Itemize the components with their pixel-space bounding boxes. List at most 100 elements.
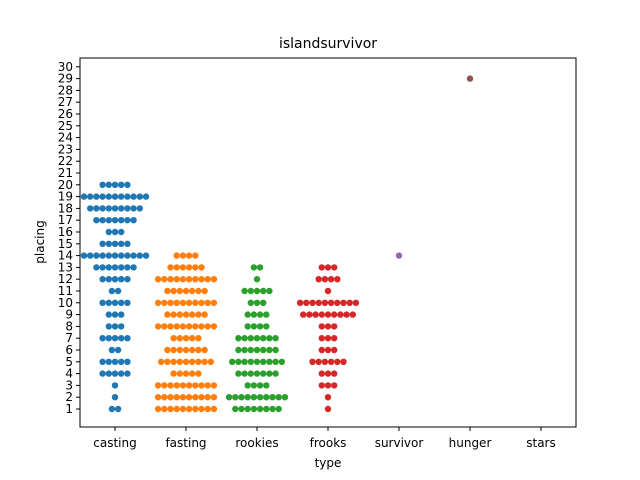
data-point-rookies-9	[263, 311, 270, 318]
data-point-fasting-2	[161, 394, 168, 401]
y-tick-label-7: 7	[65, 331, 73, 345]
data-point-fasting-2	[192, 394, 199, 401]
data-point-rookies-2	[238, 394, 245, 401]
data-point-frooks-6	[331, 346, 338, 354]
data-point-fasting-11	[195, 287, 202, 295]
data-point-casting-12	[124, 276, 131, 283]
data-point-fasting-8	[167, 323, 174, 330]
data-point-rookies-5	[266, 358, 273, 365]
y-tick-label-3: 3	[65, 378, 73, 392]
data-point-fasting-13	[185, 264, 193, 271]
data-point-casting-5	[99, 358, 106, 365]
y-tick-label-21: 21	[58, 166, 73, 180]
data-point-rookies-5	[260, 358, 267, 365]
y-axis-title: placing	[33, 220, 47, 263]
data-point-frooks-12	[334, 276, 341, 283]
data-point-frooks-9	[306, 311, 313, 318]
data-point-casting-17	[99, 217, 106, 224]
data-point-fasting-12	[173, 276, 180, 283]
data-point-fasting-3	[204, 382, 211, 389]
x-axis-title: type	[315, 456, 342, 470]
data-point-fasting-12	[198, 276, 205, 283]
data-point-rookies-3	[263, 382, 270, 389]
data-point-casting-14	[87, 252, 94, 259]
data-point-casting-16	[111, 228, 119, 236]
data-point-fasting-1	[192, 405, 199, 413]
data-point-rookies-2	[244, 394, 251, 401]
data-point-rookies-5	[272, 358, 279, 365]
data-point-casting-4	[124, 370, 131, 377]
data-point-casting-19	[87, 193, 94, 200]
data-point-rookies-2	[225, 394, 233, 401]
y-axis: 1234567891011121314151617181920212223242…	[58, 60, 80, 416]
points-layer	[80, 75, 474, 413]
data-point-casting-5	[105, 358, 113, 365]
data-point-rookies-5	[235, 358, 242, 365]
data-point-frooks-10	[309, 299, 316, 306]
data-point-casting-17	[130, 217, 137, 224]
data-point-casting-12	[99, 276, 106, 283]
data-point-casting-11	[108, 287, 116, 295]
data-point-rookies-1	[238, 405, 245, 413]
data-point-rookies-2	[232, 394, 239, 401]
data-point-frooks-4	[324, 370, 332, 377]
y-tick-label-9: 9	[65, 308, 73, 322]
data-point-fasting-2	[185, 394, 193, 401]
data-point-casting-20	[124, 181, 131, 188]
data-point-casting-13	[93, 264, 100, 271]
data-point-rookies-2	[250, 394, 258, 401]
data-point-rookies-8	[244, 323, 251, 330]
data-point-fasting-12	[179, 276, 187, 283]
data-point-fasting-8	[173, 323, 180, 330]
data-point-casting-13	[111, 264, 119, 271]
data-point-rookies-7	[253, 335, 261, 342]
data-point-frooks-9	[349, 311, 356, 318]
data-point-casting-1	[108, 405, 116, 413]
data-point-casting-14	[118, 252, 125, 259]
data-point-casting-20	[118, 181, 125, 188]
data-point-fasting-9	[182, 311, 190, 318]
data-point-casting-17	[105, 217, 113, 224]
data-point-casting-14	[136, 252, 143, 259]
data-point-casting-19	[118, 193, 125, 200]
data-point-casting-9	[111, 311, 119, 318]
data-point-rookies-1	[275, 405, 282, 413]
data-point-rookies-1	[250, 405, 258, 413]
data-point-casting-18	[87, 205, 94, 212]
data-point-fasting-4	[195, 370, 202, 377]
y-tick-label-23: 23	[58, 142, 73, 156]
data-point-rookies-1	[269, 405, 276, 413]
data-point-casting-18	[124, 205, 131, 212]
data-point-rookies-5	[278, 358, 285, 365]
data-point-frooks-12	[321, 276, 329, 283]
data-point-rookies-10	[253, 299, 261, 306]
data-point-fasting-3	[154, 382, 162, 389]
data-point-fasting-7	[189, 335, 196, 342]
data-point-fasting-8	[179, 323, 187, 330]
y-tick-label-19: 19	[58, 190, 73, 204]
data-point-fasting-1	[161, 405, 168, 413]
data-point-casting-9	[118, 311, 125, 318]
data-point-fasting-10	[192, 299, 199, 306]
data-point-rookies-6	[266, 346, 273, 354]
data-point-casting-13	[124, 264, 131, 271]
data-point-casting-19	[124, 193, 131, 200]
data-point-casting-14	[111, 252, 119, 259]
chart-title: islandsurvivor	[279, 36, 377, 52]
data-point-rookies-7	[272, 335, 279, 342]
data-point-rookies-4	[272, 370, 279, 377]
data-point-rookies-3	[256, 382, 264, 389]
data-point-casting-10	[124, 299, 131, 306]
data-point-fasting-2	[179, 394, 187, 401]
data-point-casting-12	[105, 276, 113, 283]
data-point-rookies-8	[250, 323, 258, 330]
data-point-fasting-3	[161, 382, 168, 389]
data-point-fasting-4	[189, 370, 196, 377]
data-point-fasting-8	[185, 323, 193, 330]
data-point-rookies-13	[256, 264, 264, 271]
data-point-casting-18	[136, 205, 143, 212]
data-point-frooks-5	[309, 358, 316, 365]
data-point-fasting-1	[173, 405, 180, 413]
data-point-fasting-6	[189, 346, 196, 354]
data-point-casting-7	[105, 335, 113, 342]
